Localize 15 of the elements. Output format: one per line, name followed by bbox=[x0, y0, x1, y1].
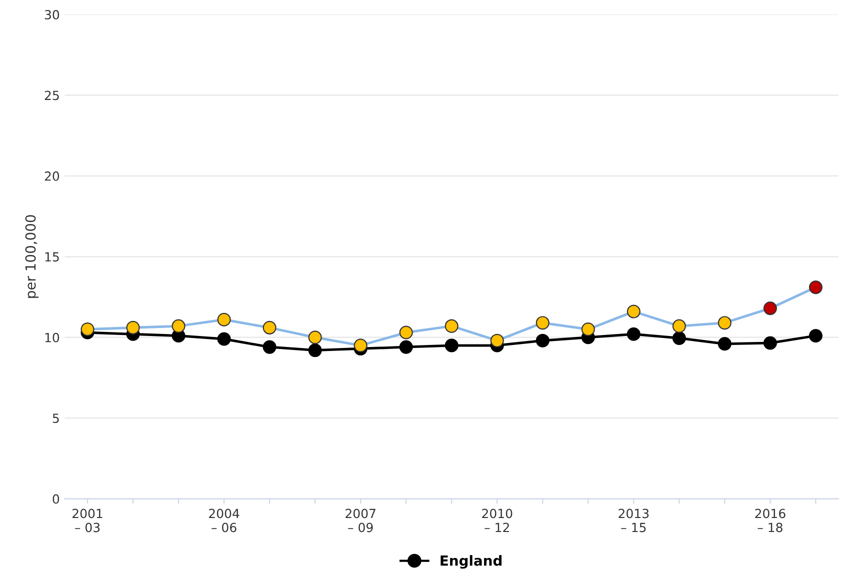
y-tick-label: 20 bbox=[44, 171, 60, 181]
y-tick-label: 5 bbox=[52, 414, 59, 424]
x-tick-label: 2010 – 12 bbox=[482, 508, 512, 532]
legend-label: England bbox=[440, 555, 502, 569]
x-tick-label: 2001 – 03 bbox=[72, 508, 102, 532]
x-tick-label: 2013 – 15 bbox=[618, 508, 649, 532]
y-tick-label: 10 bbox=[45, 332, 60, 342]
y-tick-label: 25 bbox=[44, 90, 59, 100]
x-tick-label: 2004 – 06 bbox=[209, 508, 240, 532]
y-tick-label: 0 bbox=[52, 494, 60, 504]
x-tick-label: 2016 – 18 bbox=[755, 508, 786, 532]
x-tick-label: 2007 – 09 bbox=[346, 508, 376, 532]
y-axis-title: per 100,000 bbox=[25, 215, 38, 298]
y-tick-label: 15 bbox=[45, 252, 59, 262]
y-tick-label: 30 bbox=[44, 10, 60, 20]
